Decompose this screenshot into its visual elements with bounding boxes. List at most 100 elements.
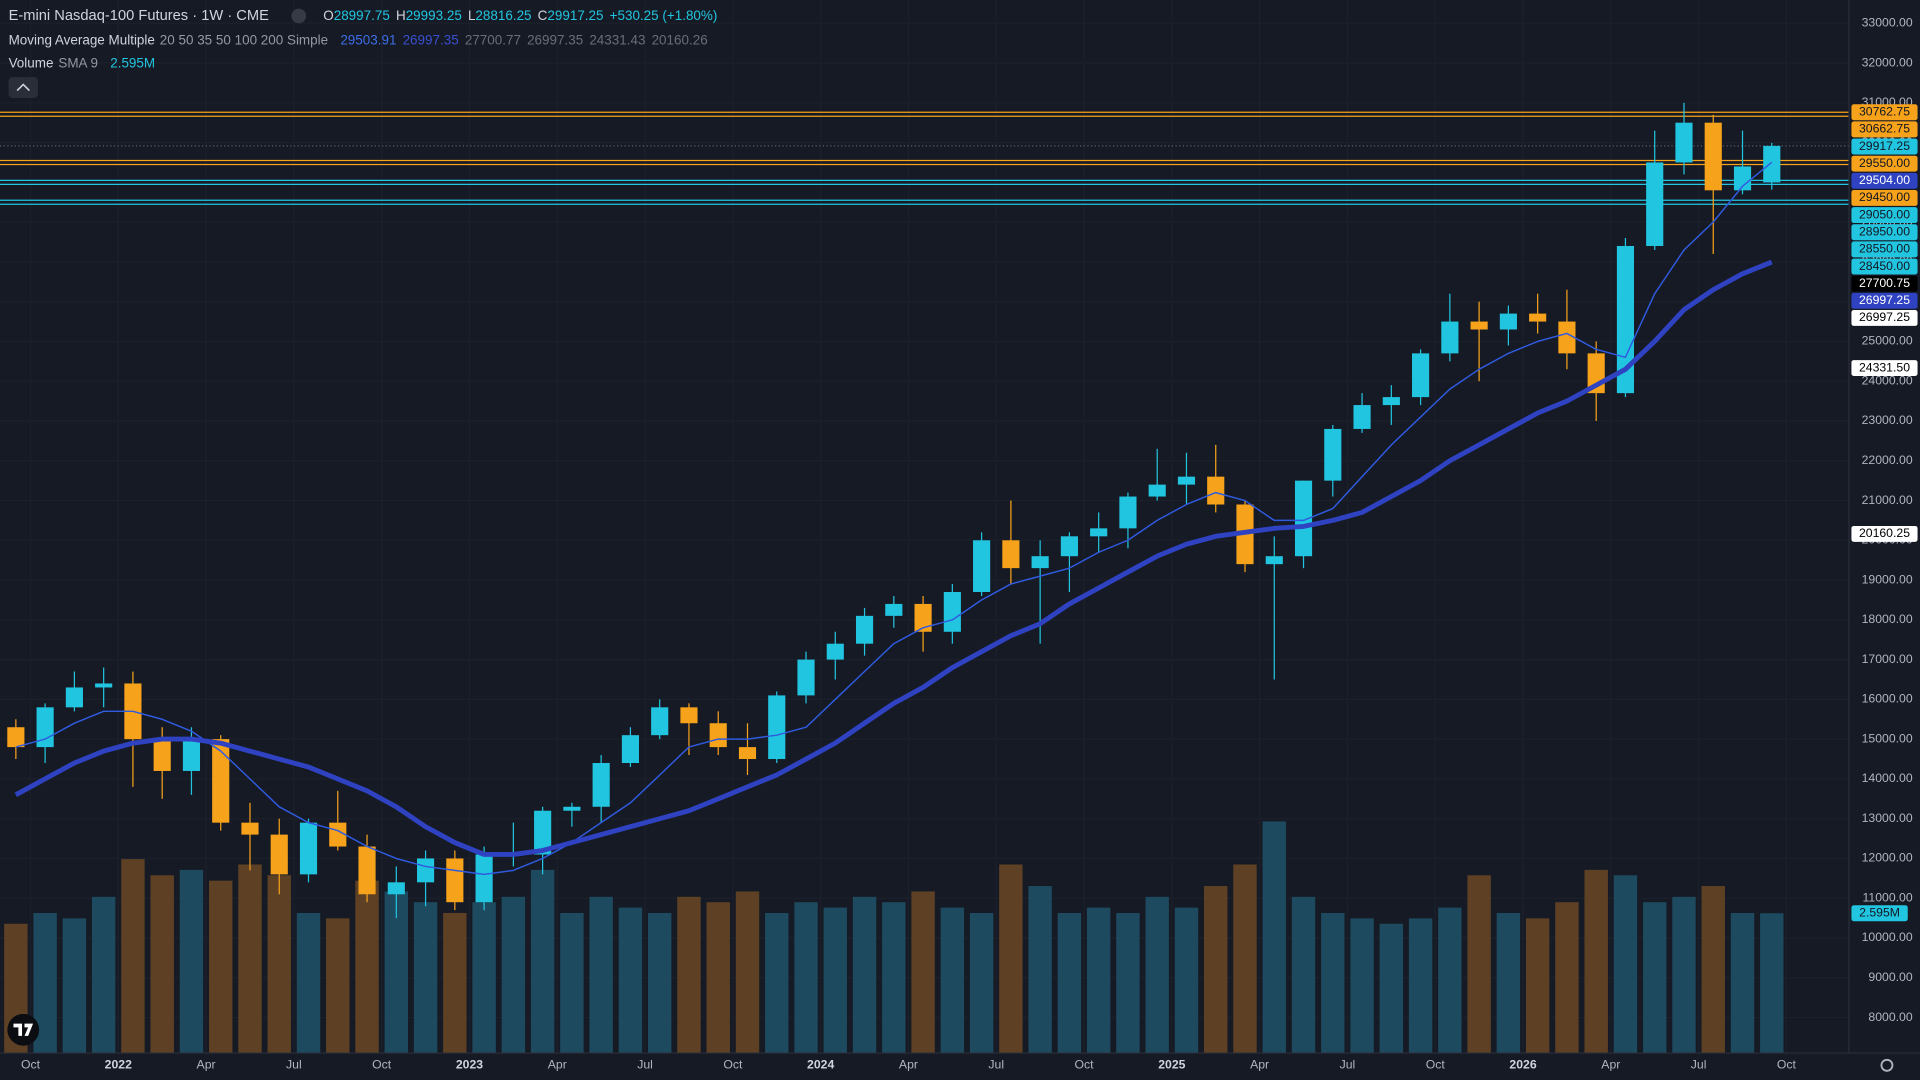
candle-body — [621, 735, 639, 764]
volume-bar — [735, 891, 760, 1054]
y-tick-label: 23000.00 — [1862, 413, 1913, 427]
price-label-box — [1851, 292, 1918, 309]
volume-bar — [91, 896, 116, 1054]
ohlc-legend: O28997.75 H29993.25 L28816.25 C29917.25 +530… — [323, 7, 717, 22]
y-tick-label: 10000.00 — [1862, 930, 1913, 944]
y-tick-label: 21000.00 — [1862, 493, 1913, 507]
volume-bar — [209, 880, 233, 1054]
price-label-box — [1851, 121, 1918, 138]
y-tick-label: 11000.00 — [1863, 890, 1913, 904]
ohlc-key: C — [538, 7, 548, 22]
price-label: 24331.50 — [1859, 360, 1910, 374]
indicator-value: 26997.35 — [403, 32, 459, 47]
y-tick-label: 32000.00 — [1862, 55, 1913, 69]
volume-bar — [1438, 907, 1462, 1054]
volume-bar — [384, 891, 409, 1054]
volume-bar — [501, 896, 526, 1054]
volume-bar — [1233, 864, 1257, 1054]
y-tick-label: 17000.00 — [1862, 652, 1913, 666]
change-value: +530.25 (+1.80%) — [610, 7, 718, 22]
candle-body — [592, 763, 610, 807]
x-tick-label: Apr — [197, 1058, 216, 1072]
price-label-box — [1851, 172, 1918, 189]
price-label: 28450.00 — [1859, 259, 1910, 273]
volume-bar — [1145, 896, 1169, 1054]
visibility-toggle[interactable] — [291, 8, 307, 24]
price-label-box — [1851, 224, 1918, 241]
candle-body — [1207, 476, 1225, 505]
volume-bar — [1350, 918, 1374, 1054]
candle-body — [270, 834, 288, 875]
price-label: 29917.25 — [1859, 139, 1910, 153]
indicator-value: 26997.35 — [527, 32, 583, 47]
volume-bar — [1028, 886, 1052, 1054]
candle-body — [651, 707, 669, 736]
price-label-box — [1851, 360, 1918, 376]
candle-body — [914, 603, 932, 632]
x-tick-label: Apr — [1601, 1058, 1620, 1072]
ohlc-key: O — [323, 7, 333, 22]
collapse-icon — [16, 83, 30, 92]
x-tick-label: Jul — [1691, 1058, 1707, 1072]
volume-bar — [940, 907, 965, 1054]
candle-body — [182, 739, 201, 771]
price-label: 20160.25 — [1859, 526, 1910, 540]
volume-bar — [33, 912, 57, 1054]
candle-body — [1031, 556, 1049, 569]
volume-bar — [443, 912, 467, 1054]
price-label-box — [1851, 104, 1918, 121]
x-tick-label: Oct — [372, 1058, 392, 1072]
volume-bar — [1116, 912, 1140, 1054]
x-tick-label: 2025 — [1158, 1058, 1185, 1072]
x-tick-label: Apr — [548, 1058, 567, 1072]
candle-body — [680, 707, 698, 724]
candle-body — [1177, 476, 1196, 485]
candle-body — [1002, 540, 1020, 569]
volume-bar — [472, 902, 496, 1054]
candle-body — [1675, 122, 1693, 163]
volume-bar — [1379, 923, 1404, 1054]
volume-bar — [882, 902, 906, 1054]
chart-title: E-mini Nasdaq-100 Futures · 1W · CME — [9, 8, 270, 24]
logo[interactable] — [7, 1013, 40, 1046]
candle-body — [709, 723, 727, 748]
collapse-button[interactable] — [8, 77, 38, 98]
y-tick-label: 24000.00 — [1862, 373, 1913, 387]
logo-mark — [13, 1023, 34, 1036]
price-label: 29050.00 — [1859, 207, 1910, 221]
y-tick-label: 18000.00 — [1862, 612, 1913, 626]
volume-bar — [267, 875, 291, 1054]
volume-bar — [823, 907, 847, 1054]
ohlc-key: L — [468, 7, 476, 22]
volume-bar — [355, 880, 379, 1054]
volume-bar — [911, 891, 935, 1054]
price-label: 27700.75 — [1859, 276, 1910, 290]
volume-bar — [150, 875, 174, 1054]
candle-body — [1441, 321, 1459, 354]
ohlc-value: 28816.25 — [475, 7, 531, 22]
indicator-legend: Volume SMA 9 2.595M — [9, 55, 156, 70]
x-tick-label: Jul — [637, 1058, 653, 1072]
candle-body — [387, 882, 405, 895]
candle-body — [475, 854, 493, 903]
candle-body — [1733, 166, 1752, 191]
ohlc-value: 29993.25 — [406, 7, 462, 22]
price-label: 29504.00 — [1859, 173, 1910, 187]
price-label-box — [1851, 309, 1918, 326]
volume-bar — [413, 902, 438, 1054]
candle-body — [299, 822, 318, 875]
volume-bar — [179, 869, 204, 1054]
settings-button[interactable] — [1880, 1058, 1894, 1072]
candle-body — [1090, 528, 1108, 537]
y-tick-label: 22000.00 — [1862, 453, 1913, 467]
volume-bar — [1760, 913, 1784, 1054]
volume-bar — [1525, 918, 1550, 1054]
x-tick-label: Oct — [1075, 1058, 1095, 1072]
price-label: 28550.00 — [1859, 242, 1910, 256]
price-label-box — [1851, 189, 1918, 206]
x-tick-label: Oct — [723, 1058, 743, 1072]
candle-body — [446, 858, 464, 903]
candle-body — [943, 591, 961, 632]
